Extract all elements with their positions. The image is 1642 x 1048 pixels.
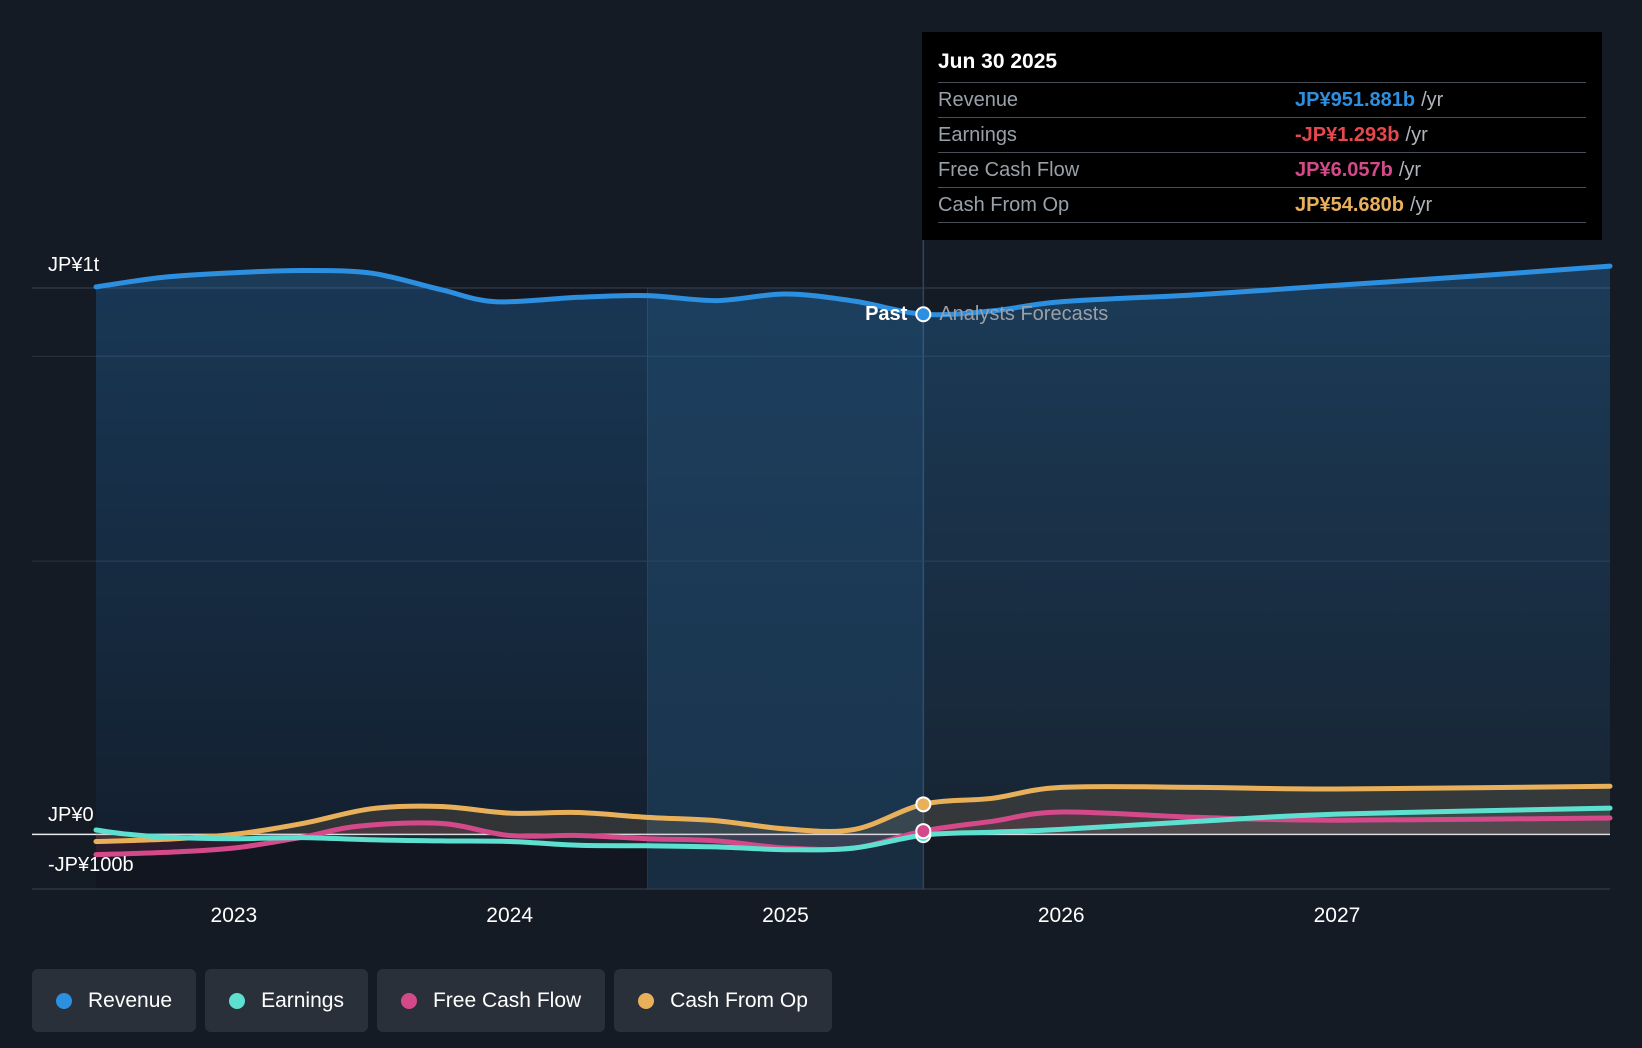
tooltip-label: Free Cash Flow (938, 158, 1080, 181)
legend-label: Cash From Op (670, 988, 808, 1012)
y-label-zero: JP¥0 (48, 804, 94, 826)
tooltip-row-revenue: Revenue JP¥951.881b /yr (938, 82, 1586, 117)
tooltip-value: -JP¥1.293b (1295, 123, 1400, 146)
legend-label: Free Cash Flow (432, 988, 582, 1012)
x-tick-label: 2025 (762, 904, 809, 927)
tooltip-label: Earnings (938, 123, 1017, 146)
revenue-area (96, 266, 1610, 835)
tooltip-value: JP¥6.057b (1295, 158, 1393, 181)
x-tick-label: 2023 (211, 904, 258, 927)
legend-dot-icon (400, 992, 417, 1009)
x-tick-label: 2024 (486, 904, 533, 927)
legend-label: Earnings (261, 988, 344, 1012)
tooltip-row-earnings: Earnings -JP¥1.293b /yr (938, 117, 1586, 152)
tooltip-row-free-cash-flow: Free Cash Flow JP¥6.057b /yr (938, 152, 1586, 187)
tooltip-unit: /yr (1398, 158, 1422, 181)
tooltip-value: JP¥951.881b (1295, 88, 1416, 111)
cash-from-op-line (93, 783, 1613, 844)
legend-dot-icon (56, 992, 72, 1009)
revenue-marker (915, 306, 932, 323)
legend-item-earnings[interactable]: Earnings (205, 969, 368, 1032)
legend-item-free-cash-flow[interactable]: Free Cash Flow (376, 969, 606, 1032)
legend: Revenue Earnings Free Cash Flow Cash Fro… (32, 969, 841, 1032)
y-label-top: JP¥1t (48, 254, 100, 276)
past-label: Past (865, 303, 908, 325)
legend-dot-icon (638, 992, 655, 1009)
tooltip-date: Jun 30 2025 (938, 50, 1058, 73)
y-label-bottom: -JP¥100b (48, 854, 134, 876)
legend-dot-icon (229, 992, 246, 1009)
tooltip-label: Cash From Op (938, 193, 1070, 216)
tooltip-value: JP¥54.680b (1295, 193, 1404, 216)
tooltip-panel: Jun 30 2025 Revenue JP¥951.881b /yr Earn… (922, 32, 1602, 240)
x-tick-label: 2026 (1038, 904, 1085, 927)
legend-label: Revenue (88, 988, 173, 1012)
tooltip-unit: /yr (1409, 193, 1433, 216)
legend-item-cash-from-op[interactable]: Cash From Op (614, 969, 832, 1032)
x-tick-label: 2027 (1314, 904, 1361, 927)
legend-item-revenue[interactable]: Revenue (32, 969, 197, 1032)
tooltip-label: Revenue (938, 88, 1019, 111)
tooltip-row-cash-from-op: Cash From Op JP¥54.680b /yr (938, 187, 1586, 223)
free-cash-flow-marker (915, 823, 932, 840)
free-cash-flow-area (96, 811, 1610, 855)
analysts-forecasts-label: Analysts Forecasts (939, 303, 1108, 325)
tooltip-unit: /yr (1421, 88, 1444, 111)
tooltip-unit: /yr (1405, 123, 1428, 146)
cash-from-op-marker (915, 796, 932, 813)
revenue-line (93, 263, 1613, 318)
earnings-line (93, 805, 1613, 853)
